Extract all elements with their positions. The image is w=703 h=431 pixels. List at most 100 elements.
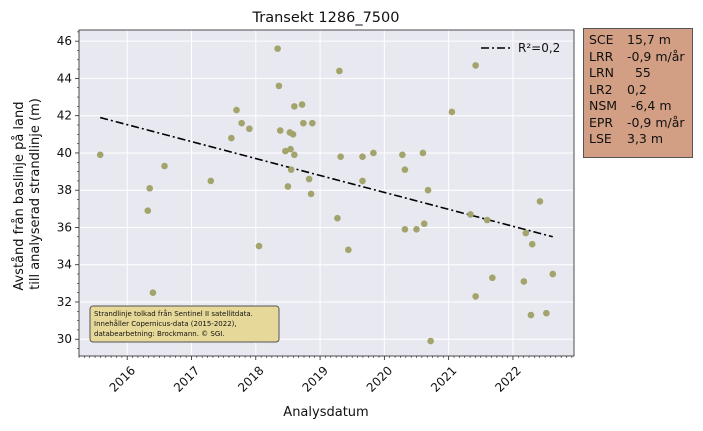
data-point — [536, 198, 544, 205]
data-point — [413, 226, 420, 233]
stat-key: LSE — [589, 131, 612, 146]
data-points — [96, 45, 557, 345]
x-tick-label: 2022 — [492, 363, 523, 394]
data-point — [522, 229, 530, 237]
data-point — [284, 183, 292, 190]
stat-key: NSM — [589, 98, 618, 113]
data-point — [448, 108, 456, 116]
y-axis-label: Avstånd från baslinje på land till analy… — [12, 97, 43, 290]
stat-row-lrn: LRN 55 — [589, 65, 687, 82]
data-point — [337, 153, 344, 160]
data-point — [149, 289, 157, 296]
x-axis-label: Analysdatum — [283, 405, 368, 420]
data-point — [275, 82, 283, 90]
data-point — [401, 226, 409, 233]
data-point — [370, 149, 377, 157]
data-point — [146, 185, 154, 192]
data-point — [233, 106, 240, 114]
data-point — [300, 119, 307, 127]
stat-row-lrr: LRR -0,9 m/år — [589, 49, 687, 66]
data-point — [472, 62, 479, 69]
stat-value: -0,9 m/år — [627, 114, 685, 130]
source-annotation-line-2: Innehåller Copernicus-data (2015-2022), — [94, 319, 237, 328]
data-point — [289, 131, 297, 138]
data-point — [359, 177, 366, 185]
x-axis-ticks: 2016 2017 2018 2019 2020 2021 2022 — [78, 356, 573, 395]
data-point — [424, 186, 432, 194]
y-tick-label: 44 — [57, 71, 72, 85]
data-point — [467, 211, 474, 218]
y-tick-label: 32 — [57, 295, 72, 309]
data-point — [345, 246, 352, 254]
data-point — [207, 177, 215, 185]
data-point — [291, 103, 298, 110]
data-point — [420, 220, 428, 228]
data-point — [298, 101, 306, 108]
y-axis-label-line-2: till analyserad strandlinje (m) — [28, 98, 43, 290]
data-point — [246, 125, 253, 133]
x-tick-label: 2019 — [299, 363, 330, 394]
source-annotation-line-1: Strandlinje tolkad från Sentinel II sate… — [94, 309, 253, 318]
data-point — [489, 274, 496, 282]
data-point — [255, 242, 263, 250]
y-tick-label: 46 — [57, 34, 72, 48]
stat-value: 15,7 m — [627, 32, 671, 47]
source-annotation-box — [89, 305, 280, 343]
y-tick-label: 34 — [57, 258, 72, 272]
data-point — [287, 166, 295, 174]
trendline — [100, 116, 553, 238]
data-point — [401, 166, 409, 174]
stat-key: EPR — [589, 114, 614, 130]
data-point — [161, 162, 168, 170]
x-tick-label: 2018 — [235, 363, 266, 394]
statistics-box: SCE 15,7 m LRR -0,9 m/år LRN 55 LR2 0,2 NSM… — [583, 28, 693, 158]
x-tick-label: 2016 — [107, 363, 138, 394]
data-point — [359, 153, 366, 160]
stat-value: 55 — [627, 65, 651, 80]
x-tick-label: 2021 — [428, 363, 459, 394]
grid — [79, 30, 574, 356]
y-tick-label: 30 — [57, 332, 72, 346]
data-point — [528, 240, 536, 248]
stat-key: LR2 — [589, 81, 613, 97]
stat-value: 3,3 m — [627, 131, 664, 146]
stat-value: -0,9 m/år — [627, 48, 685, 64]
stat-key: LRN — [589, 65, 614, 80]
chart-title: Transekt 1286_7500 — [252, 10, 400, 26]
stat-value: 0,2 — [627, 81, 647, 97]
legend: R²=0,2 — [481, 41, 560, 55]
data-point — [427, 337, 434, 345]
x-tick-label: 2020 — [364, 363, 395, 394]
data-point — [305, 175, 313, 183]
data-point — [483, 216, 491, 224]
data-point — [336, 67, 343, 75]
data-point — [238, 119, 245, 127]
y-tick-label: 40 — [57, 146, 72, 160]
data-point — [144, 207, 152, 214]
y-axis-label-line-1: Avstånd från baslinje på land — [12, 101, 27, 290]
source-annotation-line-3: databearbetning: Brockmann. © SGI. — [94, 330, 225, 338]
y-tick-label: 42 — [57, 109, 72, 123]
stat-row-epr: EPR -0,9 m/år — [589, 115, 687, 132]
data-point — [543, 309, 550, 317]
plot-frame — [78, 29, 575, 357]
stat-row-sce: SCE 15,7 m — [589, 32, 687, 49]
data-point — [520, 278, 528, 285]
data-point — [228, 134, 235, 142]
stat-row-nsm: NSM -6,4 m — [589, 98, 687, 115]
legend-label: R²=0,2 — [518, 41, 560, 55]
data-point — [527, 311, 535, 319]
stat-key: LRR — [589, 48, 614, 64]
stat-row-lse: LSE 3,3 m — [589, 131, 687, 148]
stat-key: SCE — [589, 32, 614, 47]
y-tick-label: 36 — [57, 220, 72, 234]
data-point — [334, 214, 341, 222]
data-point — [309, 119, 316, 127]
source-annotation: Strandlinje tolkad från Sentinel II sate… — [89, 305, 280, 343]
data-point — [282, 147, 289, 155]
y-tick-label: 38 — [57, 183, 72, 197]
data-point — [419, 149, 427, 157]
data-point — [287, 145, 294, 153]
data-point — [274, 45, 281, 52]
